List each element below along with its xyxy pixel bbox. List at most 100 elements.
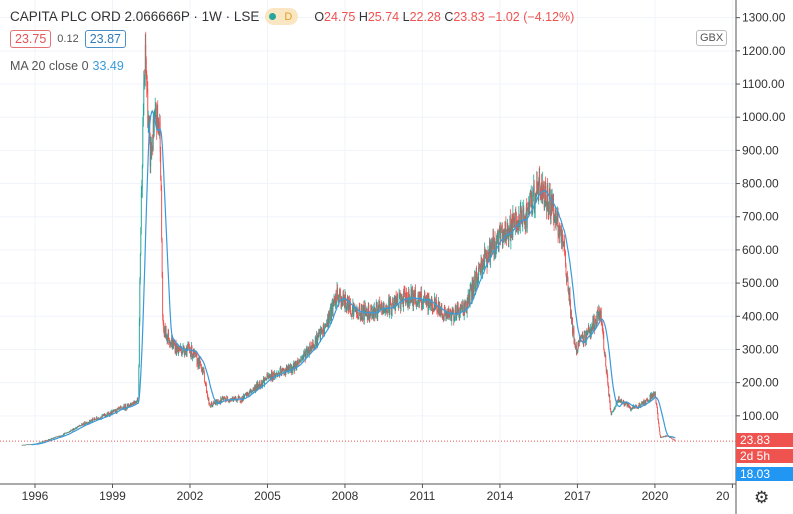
symbol-title[interactable]: CAPITA PLC ORD 2.066666P · 1W · LSE: [10, 9, 260, 24]
candle-body: [318, 332, 320, 335]
candle-body: [488, 253, 490, 256]
candle-body: [283, 373, 285, 375]
candle-body: [571, 311, 572, 322]
candle-body: [543, 189, 545, 208]
candle-body: [647, 400, 649, 402]
candle-body: [147, 121, 149, 128]
candle-body: [72, 428, 74, 430]
time-tick-label: 2020: [642, 489, 669, 503]
candle-body: [285, 367, 287, 372]
candle-body: [333, 302, 334, 305]
candle-body: [147, 88, 149, 128]
candle-body: [521, 218, 523, 221]
candle-body: [39, 442, 41, 443]
candle-body: [313, 346, 315, 348]
candle-body: [619, 400, 621, 402]
candle-body: [594, 320, 596, 327]
candle-body: [461, 308, 463, 311]
candle-body: [644, 400, 646, 405]
candle-body: [222, 397, 224, 399]
candle-body: [166, 336, 168, 338]
candle-body: [319, 332, 321, 334]
candle-body: [128, 404, 130, 407]
candle-body: [252, 391, 253, 393]
candle-body: [24, 444, 25, 446]
candle-body: [248, 394, 249, 396]
candle-body: [52, 438, 54, 439]
candle-body: [664, 436, 666, 437]
settings-gear-icon[interactable]: ⚙: [754, 488, 770, 507]
candle-body: [441, 306, 443, 316]
candle-body: [307, 351, 309, 355]
candle-body: [474, 276, 476, 277]
candle-body: [581, 336, 582, 337]
sell-button[interactable]: 23.75: [10, 30, 52, 48]
candle-body: [153, 119, 155, 133]
candle-body: [538, 175, 540, 183]
candle-body: [67, 432, 69, 433]
candle-body: [141, 166, 143, 189]
candle-body: [660, 437, 662, 438]
candle-body: [192, 355, 194, 357]
candle-body: [90, 421, 92, 423]
candle-body: [228, 400, 230, 402]
candle-body: [536, 181, 538, 189]
candle-body: [133, 402, 135, 404]
candle-body: [525, 215, 527, 228]
candle-body: [184, 353, 186, 355]
candle-body: [436, 305, 438, 312]
candle-body: [246, 393, 248, 396]
candle-body: [600, 311, 602, 317]
candle-body: [334, 296, 335, 298]
candle-body: [627, 404, 628, 407]
candle-body: [138, 321, 140, 367]
candle-body: [36, 443, 38, 444]
candle-body: [379, 302, 381, 308]
candle-body: [234, 397, 236, 398]
candle-body: [342, 302, 343, 307]
candle-body: [490, 244, 491, 261]
buy-button[interactable]: 23.87: [84, 30, 126, 48]
candle-body: [649, 394, 651, 401]
candle-body: [74, 428, 76, 430]
candle-body: [92, 418, 94, 422]
candle-body: [257, 382, 258, 390]
candle-body: [167, 332, 169, 337]
candle-body: [597, 315, 599, 320]
candle-body: [158, 131, 160, 133]
candle-body: [174, 343, 175, 346]
candle-body: [627, 404, 629, 405]
candle-body: [515, 211, 517, 213]
candle-body: [563, 243, 564, 245]
candle-body: [500, 231, 501, 239]
candle-body: [427, 296, 429, 311]
candle-body: [261, 382, 262, 386]
candle-body: [113, 409, 115, 411]
candle-body: [625, 402, 627, 404]
candle-body: [42, 441, 44, 443]
candle-body: [669, 437, 671, 438]
candle-body: [373, 307, 375, 310]
candle-body: [23, 444, 24, 446]
candle-body: [590, 327, 592, 336]
candle-body: [362, 304, 364, 308]
candle-body: [71, 430, 73, 431]
candle-body: [179, 349, 181, 351]
candle-body: [421, 304, 423, 309]
candle-body: [86, 422, 88, 424]
candle-body: [63, 433, 65, 436]
candle-body: [265, 380, 267, 381]
currency-button[interactable]: GBX: [696, 30, 728, 46]
candle-body: [519, 225, 521, 227]
candle-body: [452, 309, 454, 311]
candle-body: [69, 431, 71, 432]
candle-body: [499, 226, 501, 232]
candle-body: [203, 367, 205, 373]
ma-indicator-legend[interactable]: MA 20 close 0 33.49: [10, 59, 124, 73]
candle-body: [471, 281, 473, 301]
candle-body: [77, 426, 79, 428]
candle-body: [285, 371, 287, 375]
market-status-badge[interactable]: D: [265, 8, 299, 25]
candle-body: [596, 311, 598, 325]
